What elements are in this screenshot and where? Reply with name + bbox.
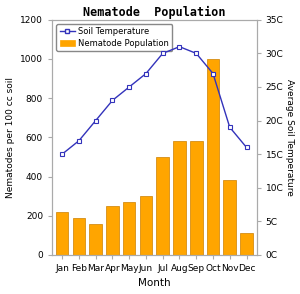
Bar — [173, 141, 186, 255]
Bar — [106, 206, 119, 255]
Bar — [240, 233, 253, 255]
Bar — [89, 223, 102, 255]
Y-axis label: Nematodes per 100 cc soil: Nematodes per 100 cc soil — [6, 77, 15, 198]
X-axis label: Month: Month — [138, 278, 171, 288]
Bar — [156, 157, 169, 255]
Title: Nematode  Population: Nematode Population — [83, 6, 226, 19]
Bar — [224, 181, 236, 255]
Bar — [190, 141, 203, 255]
Bar — [123, 202, 136, 255]
Legend: Soil Temperature, Nematode Population: Soil Temperature, Nematode Population — [56, 24, 172, 51]
Bar — [207, 59, 219, 255]
Bar — [73, 218, 85, 255]
Y-axis label: Average Soil Temperature: Average Soil Temperature — [285, 79, 294, 196]
Bar — [56, 212, 68, 255]
Bar — [140, 196, 152, 255]
